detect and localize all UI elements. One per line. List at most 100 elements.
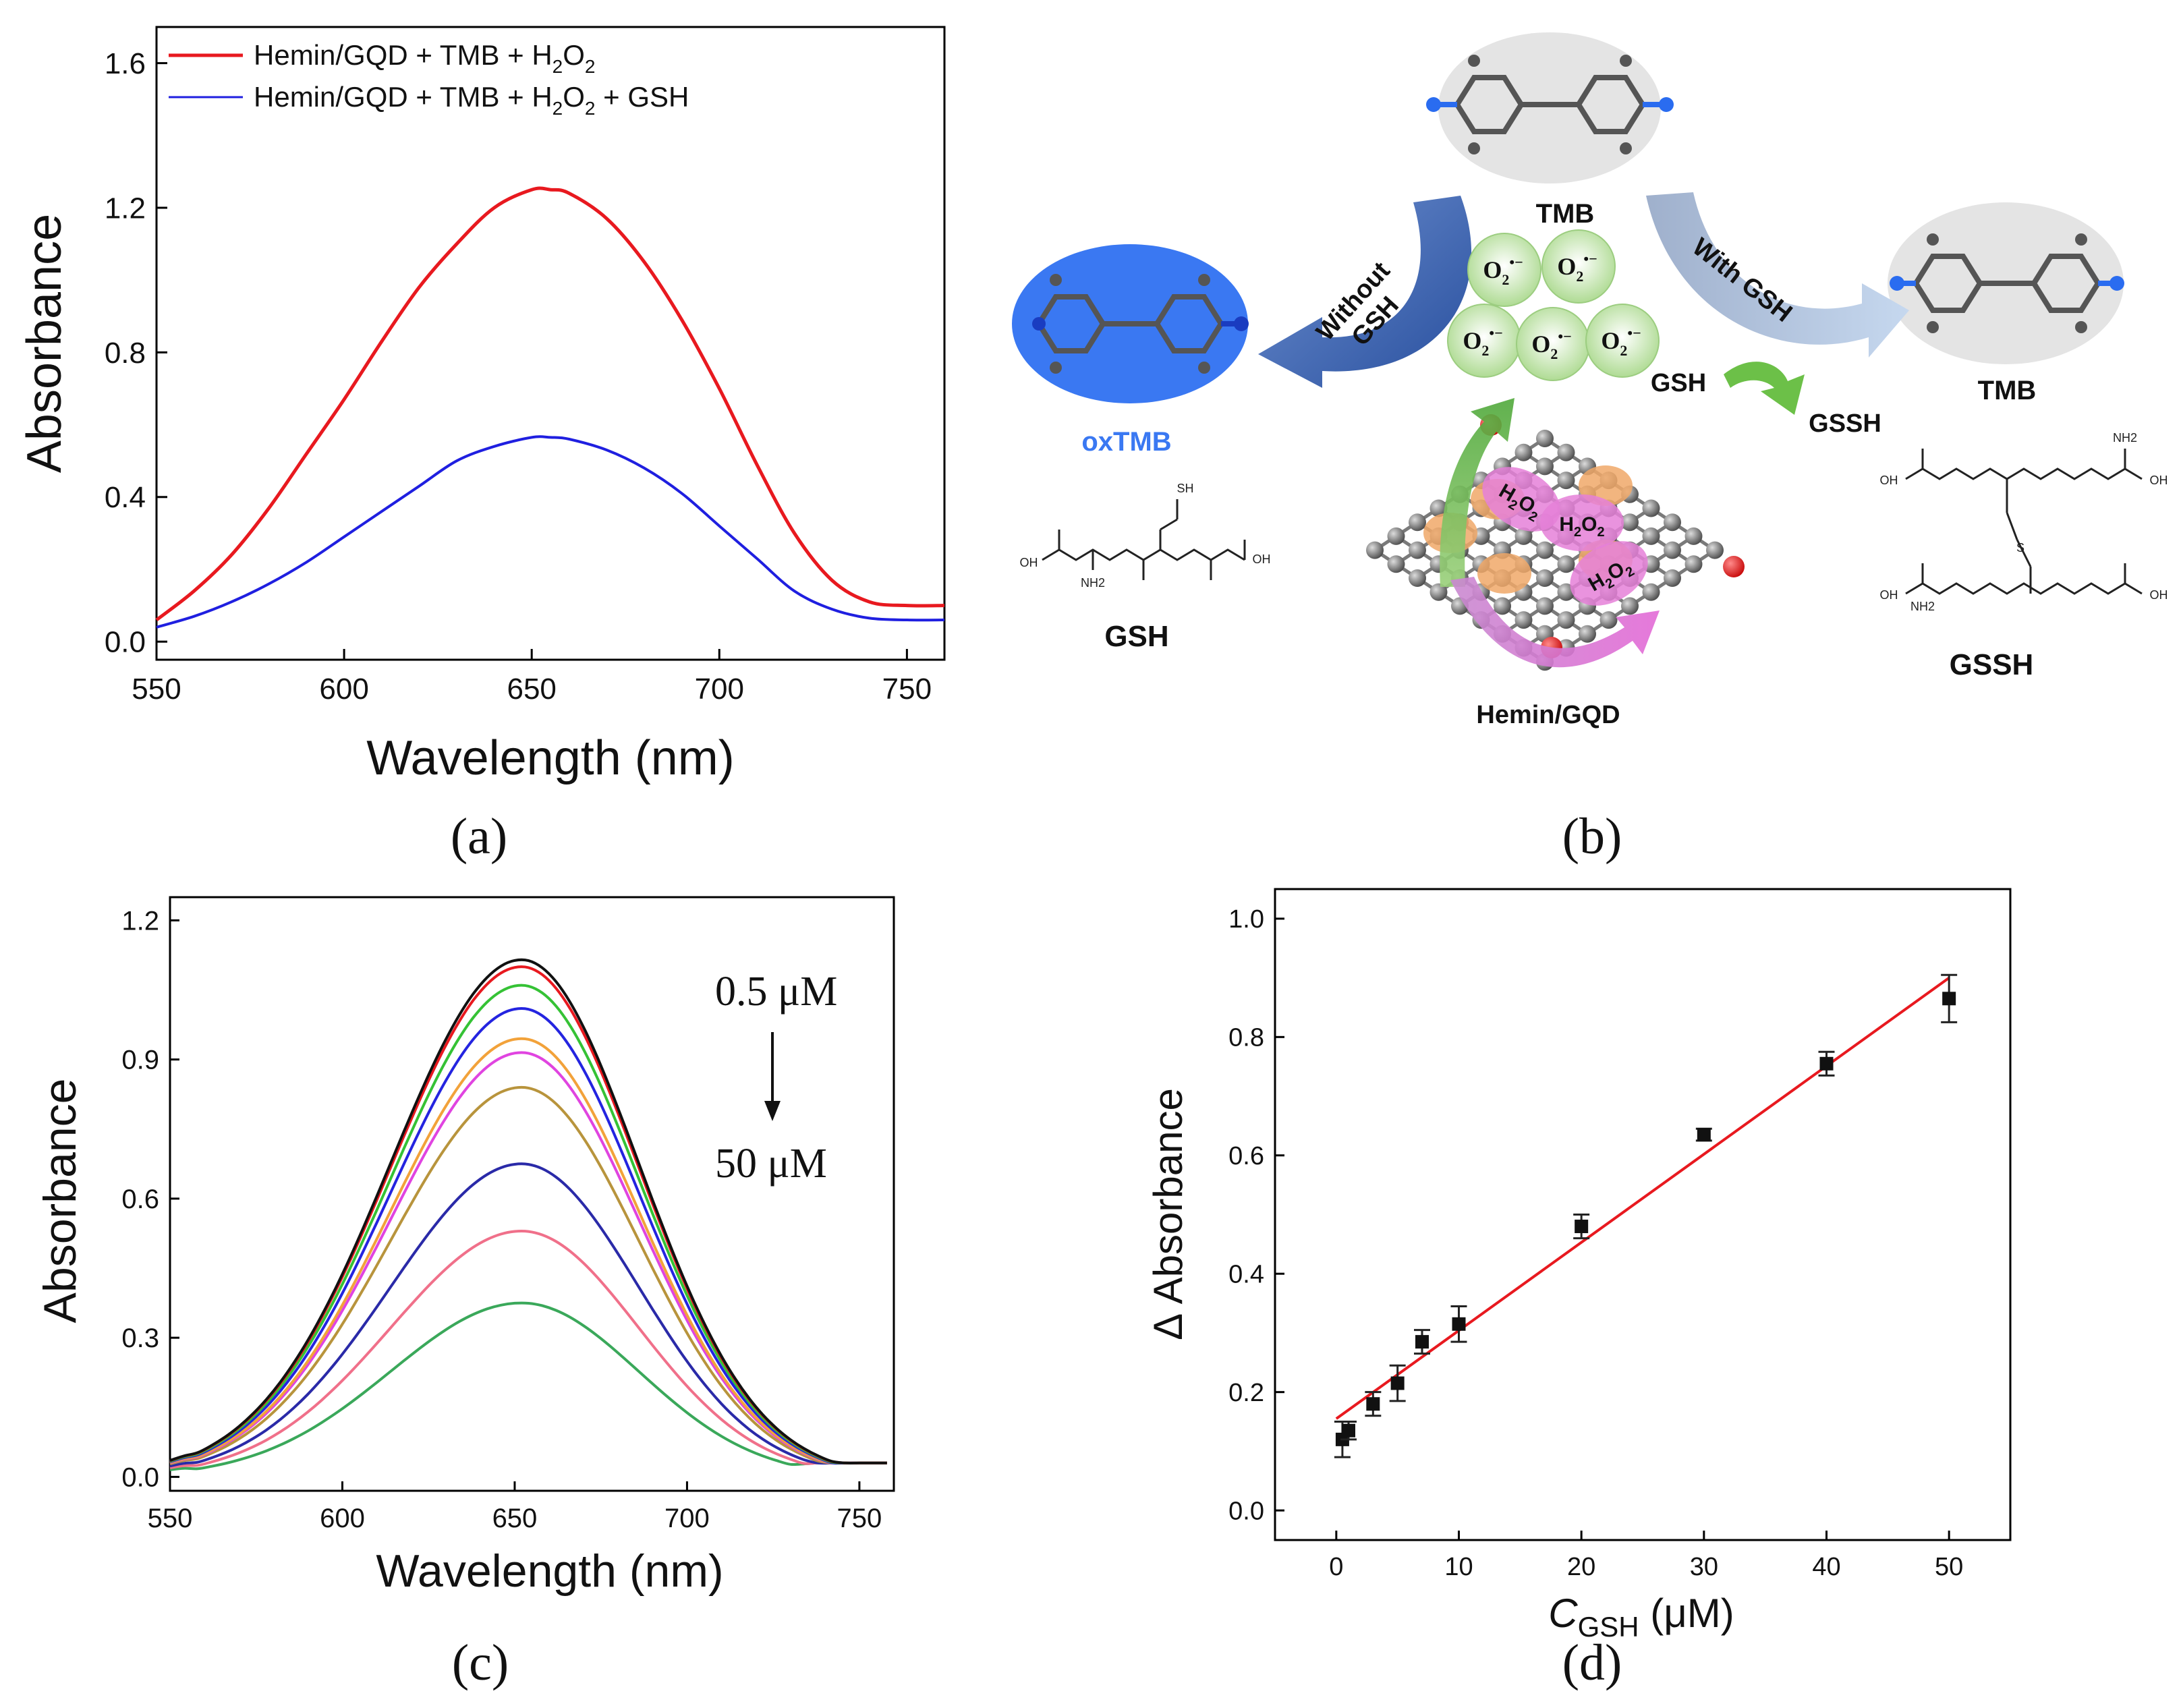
panel-c-ytick-label: 0.3	[121, 1323, 159, 1353]
graphene-atom	[1536, 597, 1554, 615]
superoxide-bubble	[1447, 304, 1521, 378]
svg-text:OH: OH	[1880, 588, 1898, 602]
panel-d-fit-line	[1335, 976, 1950, 1420]
panel-c-series-6	[169, 1051, 887, 1465]
panel-a-series-red	[155, 186, 945, 621]
panel-d-chart: 0 10 20 30 40 500.00.20.40.60.81.0 CGSH (μM) …	[1145, 888, 2012, 1691]
panel-a-ticks: 550 600 650 700 750 0.0 0.4 0.8 1.2 1.6	[105, 47, 932, 706]
panel-d-xtick-label: 20	[1567, 1553, 1595, 1581]
panel-d-xtick-label: 10	[1444, 1553, 1473, 1581]
gsh-arrow-label: GSH	[1651, 369, 1706, 397]
graphene-atom	[1429, 583, 1448, 601]
graphene-atom	[1366, 541, 1384, 559]
graphene-atom	[1642, 527, 1660, 545]
panel-c-series-9	[169, 1230, 887, 1469]
graphene-atom	[1664, 569, 1681, 587]
graphene-atom	[1494, 597, 1511, 615]
graphene-atom	[1514, 527, 1533, 545]
graphene-atom	[1664, 541, 1681, 559]
svg-text:OH: OH	[1253, 552, 1271, 566]
svg-text:OH: OH	[1880, 474, 1898, 487]
gsh-structure	[1042, 499, 1246, 580]
panel-c-chart: 550 600 650 700 750 0.0 0.3 0.6 0.9 1.2 0.5 μM 50…	[34, 896, 895, 1691]
tmb-top-molecule	[1434, 75, 1666, 134]
panel-d-point	[1342, 1423, 1355, 1437]
panel-a-ylabel: Absorbance	[18, 214, 72, 473]
panel-d-point	[1942, 992, 1956, 1006]
panel-c-plot-frame	[169, 896, 895, 1492]
with-gsh-arrow	[1646, 192, 1909, 358]
svg-text:OH: OH	[2150, 474, 2168, 487]
superoxide-bubble	[1541, 229, 1616, 304]
svg-text:SH: SH	[1177, 482, 1193, 495]
panel-c-series-1	[169, 958, 887, 1464]
panel-a-series-blue	[156, 435, 945, 629]
graphene-atom	[1621, 597, 1639, 615]
panel-a-chart: 550 600 650 700 750 0.0 0.4 0.8 1.2 1.6 Hemin/GQD…	[18, 26, 946, 865]
panel-c-series-2	[169, 965, 887, 1464]
graphene-atom	[1642, 583, 1660, 601]
panel-d-ytick-label: 0.2	[1228, 1379, 1264, 1407]
tmb-top-ellipse	[1438, 32, 1661, 183]
svg-text:H2O2: H2O2	[1559, 513, 1604, 540]
graphene-atom	[1684, 527, 1703, 545]
svg-text:NH2: NH2	[1910, 600, 1935, 613]
panel-b-caption: (b)	[1562, 808, 1622, 865]
gsh-to-gssh-arrow	[1724, 362, 1805, 415]
panel-c-annotation-top: 0.5 μM	[715, 969, 837, 1015]
tmb-right-label: TMB	[1978, 376, 2037, 405]
gssh-arrow-label: GSSH	[1809, 409, 1881, 438]
panel-a-plot-frame	[155, 26, 946, 661]
graphene-atom	[1387, 527, 1405, 545]
graphene-atom	[1514, 443, 1533, 461]
tmb-top-label: TMB	[1536, 199, 1595, 229]
graphene-atom	[1429, 499, 1448, 517]
panel-c-ytick-label: 0.0	[121, 1462, 159, 1492]
panel-d-ytick-label: 0.4	[1228, 1261, 1264, 1289]
panel-a-ytick-label: 0.0	[105, 626, 146, 659]
panel-d-ytick-label: 0.8	[1228, 1024, 1264, 1052]
panel-d-marks	[1334, 973, 1958, 1458]
panel-a-ytick-label: 1.2	[105, 192, 146, 225]
green-up-arrow	[1440, 398, 1514, 587]
graphene-atom	[1387, 555, 1405, 573]
panel-a-caption: (a)	[451, 808, 507, 865]
panel-d-point	[1390, 1376, 1405, 1390]
graphene-atom	[1664, 513, 1681, 532]
panel-a-xtick-label: 550	[132, 673, 181, 706]
panel-c-xtick-label: 750	[837, 1504, 882, 1533]
oxtmb-label: oxTMB	[1081, 427, 1171, 457]
panel-a-ytick-label: 0.4	[105, 481, 146, 514]
legend-label-blue: Hemin/GQD + TMB + H2O2 + GSH	[254, 81, 689, 119]
panel-d-point	[1415, 1335, 1429, 1349]
panel-c-series-3	[169, 984, 887, 1464]
panel-a-curves	[155, 186, 945, 629]
panel-a-xtick-label: 750	[882, 673, 932, 706]
panel-c-annotation-bottom: 50 μM	[715, 1141, 827, 1187]
graphene-atom	[1409, 541, 1426, 559]
panel-c-series-4	[169, 1007, 887, 1465]
graphene-atom	[1557, 443, 1575, 461]
svg-text:NH2: NH2	[2113, 431, 2137, 445]
graphene-atom	[1599, 611, 1618, 629]
panel-d-ytick-label: 0.6	[1228, 1142, 1264, 1170]
svg-text:OH: OH	[1020, 556, 1038, 569]
graphene-atom	[1536, 457, 1554, 476]
panel-c-series-8	[169, 1162, 887, 1468]
gssh-structure	[1905, 449, 2143, 595]
svg-text:OH: OH	[2150, 588, 2168, 602]
superoxide-label: O2•−	[1531, 328, 1571, 362]
panel-c-ytick-label: 0.6	[121, 1185, 159, 1214]
panel-d-point	[1575, 1220, 1589, 1234]
panel-d-xtick-label: 50	[1935, 1553, 1963, 1581]
panel-d-point	[1452, 1317, 1466, 1331]
graphene-atom	[1557, 555, 1575, 573]
panel-c-xlabel: Wavelength (nm)	[376, 1545, 723, 1597]
panel-c-ytick-label: 0.9	[121, 1046, 159, 1075]
panel-c-xtick-label: 650	[492, 1504, 538, 1533]
hemin-gqd-label: Hemin/GQD	[1476, 701, 1620, 729]
panel-c-ytick-label: 1.2	[121, 906, 159, 936]
legend-label-red: Hemin/GQD + TMB + H2O2	[254, 39, 596, 77]
without-gsh-arrow	[1258, 196, 1472, 388]
panel-c-xtick-label: 700	[664, 1504, 710, 1533]
